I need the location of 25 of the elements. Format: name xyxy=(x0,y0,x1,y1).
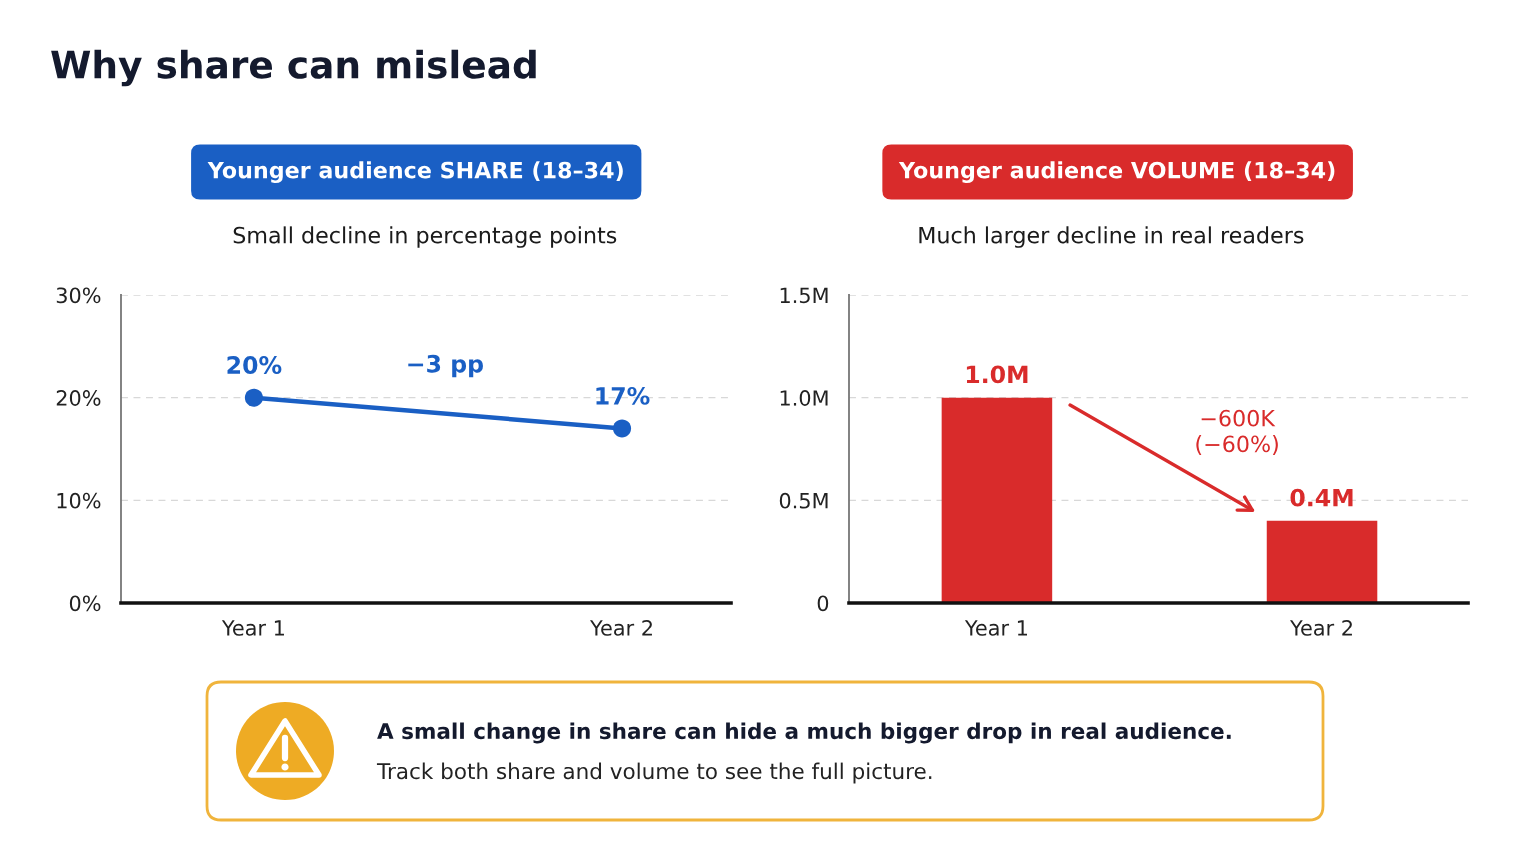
data-label: 0.4M xyxy=(1290,488,1353,507)
y-tick-label: 0% xyxy=(69,595,101,612)
y-tick-label: 0 xyxy=(817,595,829,612)
annotation: −600K (−60%) xyxy=(1196,409,1278,455)
chart-title: Younger audience VOLUME (18–34) xyxy=(898,161,1335,183)
text: Track both share and volume to see the full picture. xyxy=(376,762,932,784)
data-label: 17% xyxy=(596,386,650,405)
annotation: −3 pp xyxy=(408,354,483,378)
y-tick-label: 10% xyxy=(57,492,101,509)
chart-title: Younger audience SHARE (18–34) xyxy=(207,161,623,183)
y-tick-label: 1.0M xyxy=(780,390,828,406)
x-tick-label: Year 2 xyxy=(1289,620,1352,636)
x-tick-label: Year 1 xyxy=(964,620,1027,636)
y-tick-label: 1.5M xyxy=(780,287,828,304)
x-tick-label: Year 2 xyxy=(589,620,652,636)
text: Why share can mislead xyxy=(51,49,536,87)
y-tick-label: 30% xyxy=(56,287,101,304)
text: A small change in share can hide a much bigger drop in real audience. xyxy=(377,722,1231,744)
y-tick-label: 0.5M xyxy=(779,492,828,509)
y-tick-label: 20% xyxy=(56,390,101,406)
data-label: 1.0M xyxy=(966,365,1028,384)
data-label: 20% xyxy=(227,356,282,374)
chart-subtitle: Small decline in percentage points xyxy=(233,226,617,248)
x-tick-label: Year 1 xyxy=(221,620,284,636)
chart-subtitle: Much larger decline in real readers xyxy=(919,226,1304,248)
